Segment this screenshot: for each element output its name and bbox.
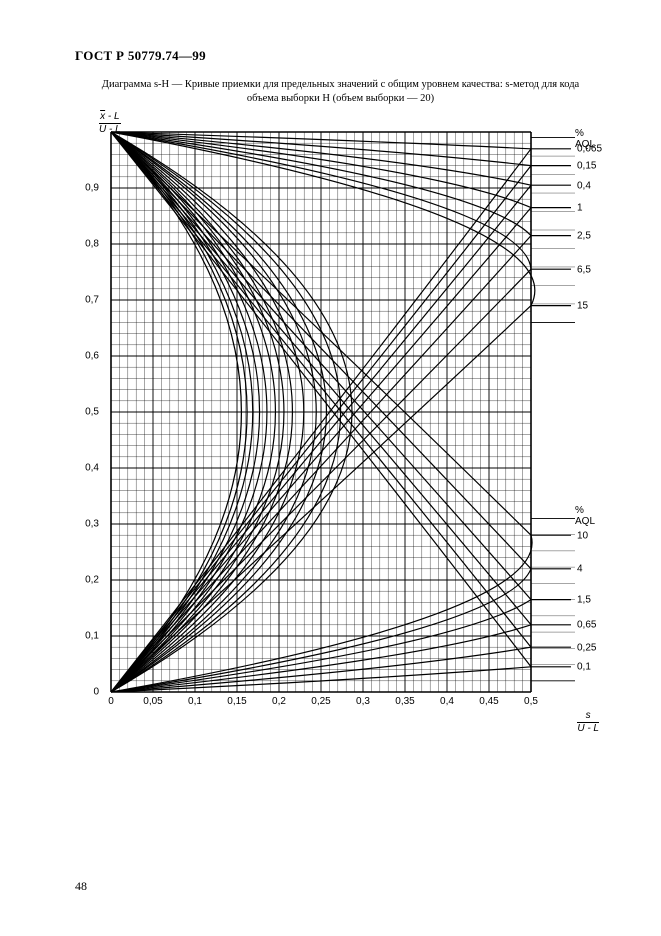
y-tick: 0,4 <box>85 463 99 474</box>
chart-svg <box>71 120 591 718</box>
y-tick: 0,1 <box>85 631 99 642</box>
aql-upper-value: 6,5 <box>577 264 591 275</box>
x-tick: 0,35 <box>395 696 414 707</box>
x-tick-labels: 0 0,05 0,1 0,15 0,2 0,25 0,3 0,35 0,4 0,45 0,5 <box>71 696 591 712</box>
x-tick: 0,2 <box>272 696 286 707</box>
aql-upper-value: 1 <box>577 202 583 213</box>
x-axis-title: s U - L <box>577 711 599 734</box>
y-tick: 0,6 <box>85 351 99 362</box>
y-tick-labels: 00,10,20,30,40,50,60,70,80,9 <box>71 120 105 732</box>
aql-lower-value: 10 <box>577 530 588 541</box>
x-tick: 0,3 <box>356 696 370 707</box>
x-tick: 0 <box>108 696 114 707</box>
caption-line-1: Диаграмма s-H — Кривые приемки для преде… <box>102 79 579 90</box>
aql-lower-value: 1,5 <box>577 594 591 605</box>
y-tick: 0,7 <box>85 295 99 306</box>
aql-upper-value: 15 <box>577 300 588 311</box>
y-tick: 0,5 <box>85 407 99 418</box>
y-tick: 0,3 <box>85 519 99 530</box>
y-tick: 0,9 <box>85 183 99 194</box>
aql-lower-value: 0,1 <box>577 662 591 673</box>
y-tick: 0,2 <box>85 575 99 586</box>
x-tick: 0,5 <box>524 696 538 707</box>
aql-upper-value: 0,4 <box>577 180 591 191</box>
aql-lower-value: 4 <box>577 564 583 575</box>
x-tick: 0,45 <box>479 696 498 707</box>
aql-upper-value: 0,15 <box>577 160 596 171</box>
y-tick: 0,8 <box>85 239 99 250</box>
figure-caption: Диаграмма s-H — Кривые приемки для преде… <box>75 78 606 106</box>
page-number: 48 <box>75 879 87 894</box>
aql-upper-value: 0,065 <box>577 144 602 155</box>
x-tick: 0,1 <box>188 696 202 707</box>
aql-lower-value: 0,65 <box>577 620 596 631</box>
caption-line-2: объема выборки H (объем выборки — 20) <box>247 93 434 104</box>
chart-container: x - L U - L 00,10,20,30,40,50,60,70,80,9… <box>71 120 591 732</box>
x-tick: 0,4 <box>440 696 454 707</box>
aql-lower-value: 0,25 <box>577 642 596 653</box>
x-tick: 0,25 <box>311 696 330 707</box>
aql-lower-title: % AQL <box>575 505 595 527</box>
doc-code: ГОСТ Р 50779.74—99 <box>75 48 606 64</box>
x-tick: 0,05 <box>143 696 162 707</box>
aql-upper-value: 2,5 <box>577 230 591 241</box>
x-tick: 0,15 <box>227 696 246 707</box>
